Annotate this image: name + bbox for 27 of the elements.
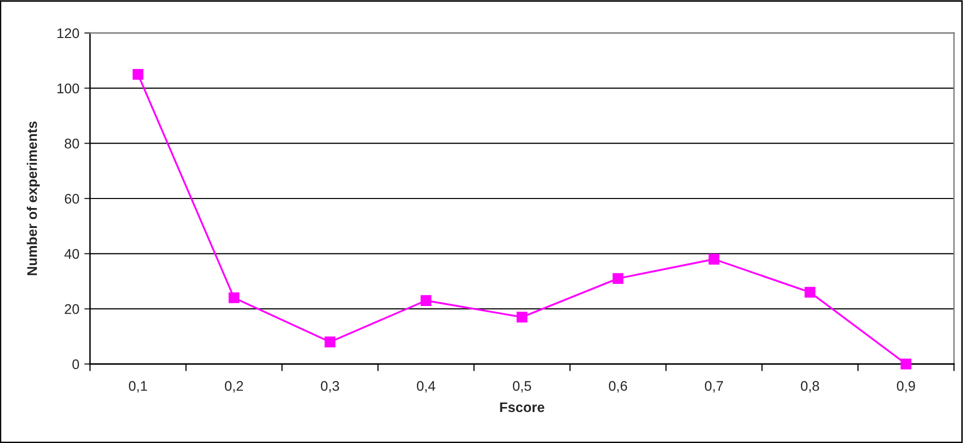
x-tick-label: 0,2 (224, 381, 243, 393)
x-tick-label: 0,1 (128, 381, 147, 393)
y-tick-label: 80 (64, 138, 80, 149)
x-tick-label: 0,3 (320, 381, 340, 393)
y-tick-label: 60 (64, 194, 80, 204)
point (324, 336, 336, 348)
y-axis-title: Number of experiments (26, 122, 40, 276)
x-tick-label: 0,6 (608, 381, 628, 393)
y-tick-label: 0 (72, 359, 80, 370)
y-tick-label: 40 (64, 249, 80, 259)
point (228, 292, 240, 304)
x-tick-label: 0,9 (896, 381, 915, 393)
point (132, 68, 144, 80)
y-tick-label: 120 (57, 28, 80, 38)
point (804, 286, 816, 298)
x-tick-label: 0,8 (800, 381, 820, 393)
x-axis-title: Fscore (500, 402, 544, 412)
point (516, 312, 528, 322)
x-tick-label: 0,7 (704, 381, 723, 393)
x-tick-label: 0,4 (416, 381, 436, 393)
point (708, 254, 720, 265)
y-tick-label: 100 (57, 84, 80, 94)
point (420, 295, 432, 306)
point (900, 358, 912, 370)
y-tick-label: 20 (64, 304, 80, 314)
x-tick-label: 0,5 (512, 381, 532, 393)
point (612, 273, 624, 284)
